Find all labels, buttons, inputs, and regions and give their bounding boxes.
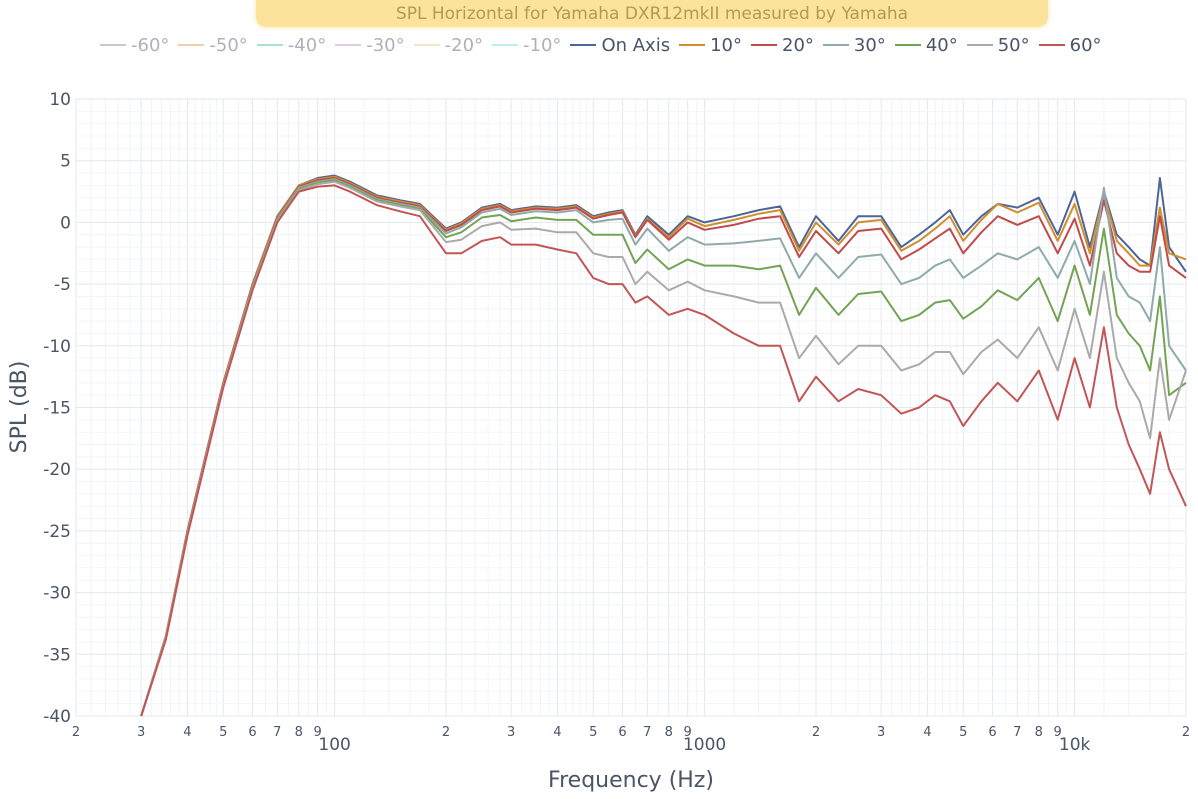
legend-item[interactable]: 10° [679, 35, 742, 56]
series-line-onaxis[interactable] [140, 174, 1187, 717]
legend-label: On Axis [601, 34, 671, 56]
x-tick-label: 4 [553, 725, 561, 740]
x-tick-label: 7 [1013, 725, 1021, 740]
x-axis-label: Frequency (Hz) [548, 768, 714, 793]
y-tick-label: -30 [43, 584, 71, 604]
y-tick-label: -15 [43, 399, 71, 419]
legend-swatch [822, 44, 849, 46]
legend-label: -40° [287, 34, 327, 56]
legend-label: 50° [997, 34, 1030, 56]
legend-item[interactable]: 60° [1038, 34, 1102, 56]
y-tick-label: 0 [60, 213, 71, 233]
series-line-10[interactable] [140, 175, 1187, 717]
legend-item[interactable]: 40° [894, 34, 958, 56]
legend-label: -60° [131, 34, 170, 56]
legend-label: 20° [782, 34, 814, 56]
x-tick-label: 5 [219, 725, 227, 740]
legend-swatch [335, 44, 362, 46]
y-axis-label: SPL (dB) [7, 361, 32, 454]
grid [75, 98, 1187, 717]
legend-swatch [178, 44, 205, 46]
x-tick-label: 1000 [683, 735, 726, 755]
x-tick-label: 2 [812, 725, 820, 740]
x-tick-label: 100 [318, 735, 350, 755]
x-tick-label: 8 [665, 725, 673, 740]
x-tick-label: 3 [137, 725, 145, 740]
y-tick-label: 10 [49, 90, 71, 110]
x-tick-label: 3 [877, 725, 885, 740]
y-tick-label: -35 [43, 645, 71, 665]
x-tick-label: 8 [1035, 725, 1043, 740]
series-line-50[interactable] [140, 180, 1187, 717]
y-tick-label: 5 [60, 152, 71, 172]
x-tick-label: 7 [273, 725, 281, 740]
legend-label: 60° [1069, 34, 1102, 56]
series-line-40[interactable] [140, 179, 1187, 717]
x-tick-label: 10k [1059, 735, 1091, 755]
x-tick-label: 9 [684, 725, 692, 740]
x-tick-label: 7 [643, 725, 651, 740]
y-tick-label: -40 [43, 707, 71, 727]
chart-title: SPL Horizontal for Yamaha DXR12mkII meas… [395, 3, 909, 24]
legend-label: -20° [444, 34, 484, 56]
x-tick-label: 2 [442, 725, 450, 740]
x-tick-label: 2 [1182, 725, 1190, 740]
legend-item[interactable]: On Axis [570, 35, 670, 56]
y-tick-label: -5 [54, 275, 71, 295]
x-tick-label: 6 [618, 725, 626, 740]
y-tick-label: -10 [43, 337, 71, 357]
x-tick-label: 5 [959, 725, 967, 740]
legend-item[interactable]: 50° [966, 34, 1030, 56]
legend-item[interactable]: -60° [100, 35, 169, 56]
series-line-20[interactable] [140, 177, 1187, 717]
legend-label: -10° [523, 34, 562, 56]
legend-item[interactable]: -30° [335, 34, 405, 56]
x-tick-label: 3 [507, 725, 515, 740]
legend-item[interactable]: -40° [256, 34, 327, 56]
legend-swatch [1038, 44, 1065, 46]
x-tick-label: 2 [72, 725, 80, 740]
x-tick-label: 8 [295, 725, 303, 740]
legend-swatch [413, 44, 440, 46]
legend-label: -30° [366, 34, 405, 56]
x-tick-label: 9 [1054, 725, 1062, 740]
legend-item[interactable]: -10° [492, 35, 561, 56]
legend-swatch [679, 44, 706, 46]
x-tick-label: 9 [314, 725, 322, 740]
legend: -60° -50° -40° -30° -20° -10° On Axis 10° 20° 30°… [100, 33, 1111, 57]
legend-swatch [570, 44, 597, 46]
legend-item[interactable]: -20° [413, 34, 484, 56]
x-tick-label: 4 [183, 725, 191, 740]
legend-item[interactable]: -50° [178, 34, 248, 56]
x-tick-label: 4 [923, 725, 931, 740]
legend-swatch [492, 44, 519, 46]
legend-swatch [751, 44, 777, 46]
legend-swatch [966, 44, 993, 46]
legend-swatch [894, 44, 921, 46]
legend-label: -50° [209, 34, 248, 56]
series-line-30[interactable] [140, 178, 1187, 717]
legend-label: 40° [925, 34, 958, 56]
x-tick-label: 6 [248, 725, 256, 740]
legend-label: 30° [853, 34, 886, 56]
legend-item[interactable]: 30° [822, 34, 886, 56]
legend-swatch [256, 44, 283, 46]
chart-title-banner: SPL Horizontal for Yamaha DXR12mkII meas… [256, 0, 1048, 27]
y-axis-ticks: 10 5 0 -5 -10 -15 -20 -25 -30 -35 -40 [43, 90, 71, 727]
series-line-60[interactable] [140, 184, 1187, 717]
y-tick-label: -20 [43, 460, 71, 480]
series-lines [140, 174, 1187, 717]
x-tick-label: 6 [988, 725, 996, 740]
legend-item[interactable]: 20° [751, 35, 814, 56]
x-tick-label: 5 [589, 725, 597, 740]
y-tick-label: -25 [43, 522, 71, 542]
legend-label: 10° [710, 34, 742, 56]
legend-swatch [100, 44, 126, 46]
